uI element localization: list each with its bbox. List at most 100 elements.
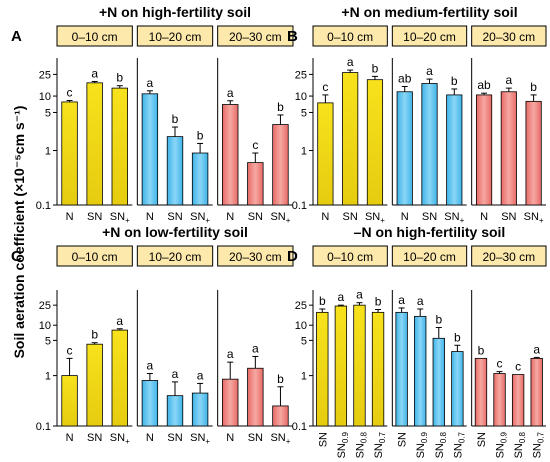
depth-group: 0–10 cm c Na SN b SN+	[312, 25, 388, 225]
depth-header	[471, 245, 547, 267]
significance-letter: a	[147, 359, 154, 373]
bar	[451, 351, 464, 427]
x-tick-label: SN	[248, 432, 263, 444]
significance-letter: c	[497, 357, 503, 371]
bar	[111, 87, 128, 206]
depth-label: 0–10 cm	[327, 30, 373, 44]
x-tick-label: N	[401, 211, 409, 223]
depth-header	[56, 25, 133, 47]
depth-group: 10–20 cm ab Na SN b SN+	[391, 25, 468, 225]
depth-label: 0–10 cm	[72, 250, 118, 264]
x-tick-label: SN+	[365, 211, 385, 225]
significance-letter: c	[67, 85, 73, 99]
significance-letter: c	[322, 80, 328, 94]
x-tick-label: SN0.9	[415, 431, 429, 458]
panel-title: +N on low-fertility soil	[102, 224, 248, 240]
y-tick-label: 0.1	[292, 421, 307, 433]
depth-label: 20–30 cm	[229, 250, 282, 264]
bar	[353, 304, 366, 427]
significance-letter: a	[356, 288, 363, 302]
bar	[414, 315, 427, 427]
bar	[446, 94, 463, 206]
x-tick-label: SN+	[110, 432, 130, 446]
x-tick-label: N	[146, 211, 154, 223]
bar	[316, 311, 329, 427]
depth-label: 20–30 cm	[482, 250, 535, 264]
y-tick-label: 0.1	[36, 200, 51, 212]
bar	[395, 311, 408, 427]
significance-letter: a	[227, 86, 234, 100]
bar	[222, 104, 239, 206]
bar	[317, 102, 334, 206]
x-tick-label: SN	[501, 211, 516, 223]
y-tick-label: 5	[301, 335, 307, 347]
significance-letter: a	[426, 64, 433, 78]
depth-label: 10–20 cm	[149, 250, 202, 264]
bar	[86, 82, 103, 206]
depth-header	[136, 245, 214, 267]
x-tick-label: SN+	[524, 211, 544, 225]
significance-letter: c	[515, 360, 521, 374]
panel-title: +N on medium-fertility soil	[341, 4, 517, 20]
significance-letter: a	[252, 341, 259, 355]
significance-letter: a	[505, 73, 512, 87]
significance-letter: c	[67, 343, 73, 357]
y-tick-label: 5	[301, 107, 307, 119]
x-tick-label: SN	[476, 432, 488, 447]
significance-letter: b	[91, 328, 98, 342]
depth-header	[312, 245, 388, 267]
y-tick-label: 5	[45, 335, 51, 347]
bar	[475, 94, 493, 206]
x-tick-label: N	[66, 211, 74, 223]
depth-group: 10–20 cm a SN a SN0.9 b SN0.8 b SN0.7	[391, 245, 468, 458]
x-tick-label: SN0.7	[532, 431, 546, 458]
x-tick-label: SN	[248, 211, 263, 223]
depth-group: 10–20 cm a Na SN a SN+	[136, 245, 214, 446]
y-tick-label: 25	[295, 300, 307, 312]
bar	[511, 374, 525, 427]
x-tick-label: N	[226, 211, 234, 223]
depth-header	[312, 25, 388, 47]
bar	[61, 375, 78, 427]
bar	[500, 91, 517, 206]
significance-letter: b	[116, 71, 123, 85]
bar	[493, 373, 506, 427]
y-tick-label: 25	[295, 69, 307, 81]
significance-letter: b	[435, 313, 442, 327]
y-tick-label: 0.1	[36, 421, 51, 433]
significance-letter: a	[197, 368, 204, 382]
depth-group: 0–10 cm c Nb SN a SN+	[56, 245, 133, 446]
x-tick-label: SN0.8	[354, 431, 368, 458]
x-tick-label: N	[66, 432, 74, 444]
x-tick-label: N	[321, 211, 329, 223]
panel-letter: D	[287, 248, 298, 265]
x-tick-label: SN	[167, 432, 182, 444]
depth-group: 0–10 cm b SN a SN0.9 a SN0.8 b SN0.7	[312, 245, 388, 458]
y-tick-label: 10	[295, 320, 307, 332]
depth-header	[217, 245, 294, 267]
x-tick-label: SN	[87, 211, 102, 223]
bar	[396, 91, 413, 206]
panel-title: +N on high-fertility soil	[99, 4, 251, 20]
x-tick-label: N	[480, 211, 488, 223]
significance-letter: b	[451, 74, 458, 88]
bar	[342, 72, 359, 206]
bar	[272, 405, 289, 427]
depth-header	[391, 245, 468, 267]
significance-letter: b	[277, 372, 284, 386]
x-tick-label: SN	[87, 432, 102, 444]
bar	[61, 101, 78, 206]
significance-letter: a	[417, 294, 424, 308]
bar	[247, 162, 264, 206]
significance-letter: a	[116, 314, 123, 328]
bar	[247, 367, 264, 427]
x-tick-label: SN+	[190, 211, 210, 225]
x-tick-label: SN	[343, 211, 358, 223]
significance-letter: a	[147, 76, 154, 90]
bar	[111, 329, 128, 427]
x-tick-label: SN0.8	[513, 431, 527, 458]
significance-letter: ab	[477, 78, 491, 92]
x-tick-label: SN	[397, 432, 409, 447]
depth-group: 20–30 cm ab Na SN b SN+	[471, 25, 547, 225]
bar	[141, 380, 159, 427]
